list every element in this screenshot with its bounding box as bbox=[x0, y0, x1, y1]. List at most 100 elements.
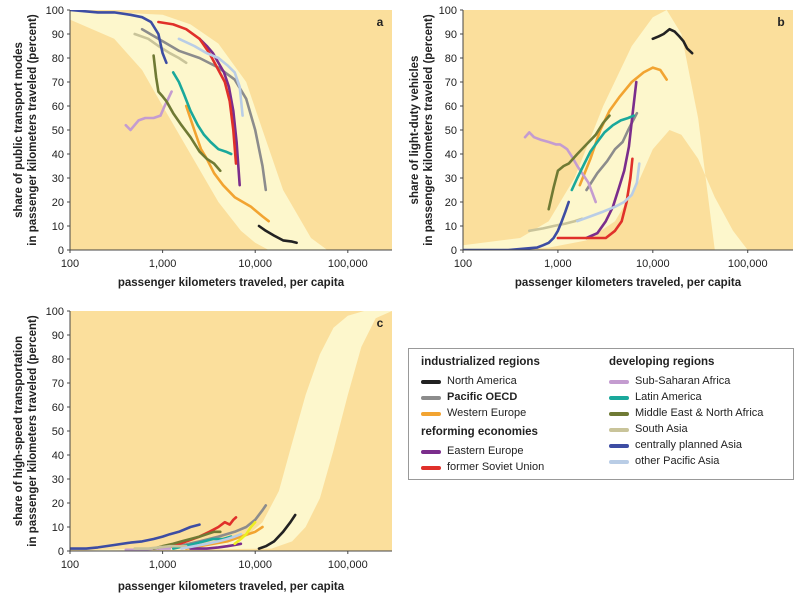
legend-label: North America bbox=[447, 375, 517, 387]
legend-label: Middle East & North Africa bbox=[635, 407, 764, 419]
legend-swatch bbox=[609, 411, 629, 416]
series-line-middle-east-north-africa bbox=[152, 54, 222, 173]
legend-heading-industrialized: industrialized regions bbox=[421, 356, 540, 368]
series-line-latin-america bbox=[171, 71, 233, 156]
y-tick-label: 30 bbox=[445, 173, 457, 185]
legend-label: former Soviet Union bbox=[447, 461, 545, 473]
legend-swatch bbox=[421, 449, 441, 454]
y-tick-label: 50 bbox=[52, 125, 64, 137]
legend-swatch bbox=[609, 379, 629, 384]
legend-item: Eastern Europe bbox=[421, 444, 544, 459]
y-tick-label: 20 bbox=[52, 498, 64, 510]
legend-label: Latin America bbox=[635, 391, 702, 403]
y-tick-label: 0 bbox=[58, 546, 64, 558]
envelope-band bbox=[70, 311, 392, 551]
y-tick-label: 100 bbox=[46, 5, 64, 17]
legend-item: centrally planned Asia bbox=[609, 438, 763, 453]
series-line-centrally-planned-asia bbox=[463, 200, 570, 250]
y-tick-label: 50 bbox=[445, 125, 457, 137]
series-line-middle-east-north-africa bbox=[547, 114, 611, 211]
series-line-eastern-europe bbox=[585, 80, 638, 240]
series-line-other-pacific-asia bbox=[177, 37, 244, 117]
y-tick-label: 10 bbox=[445, 221, 457, 233]
series-line-north-america bbox=[257, 513, 297, 550]
y-axis-label: in passenger kilometers traveled (percen… bbox=[423, 14, 435, 246]
y-tick-label: 20 bbox=[445, 197, 457, 209]
y-axis-label: in passenger kilometers traveled (percen… bbox=[27, 14, 39, 246]
series-line-eastern-europe bbox=[198, 37, 241, 187]
legend-item: Pacific OECD bbox=[421, 390, 544, 405]
y-tick-label: 70 bbox=[445, 77, 457, 89]
y-tick-label: 80 bbox=[445, 53, 457, 65]
legend-swatch bbox=[421, 395, 441, 400]
legend-label: Western Europe bbox=[447, 407, 527, 419]
y-tick-label: 90 bbox=[52, 330, 64, 342]
series-line-highlight bbox=[233, 520, 257, 546]
legend-swatch bbox=[609, 395, 629, 400]
legend: industrialized regions North America Pac… bbox=[408, 348, 794, 480]
chart-panel-b: 0 10 20 30 40 50 60 70 80 90 100 100 1,000 10,000 100,… bbox=[409, 5, 793, 289]
x-tick-label: 100 bbox=[454, 258, 472, 270]
y-tick-label: 100 bbox=[46, 306, 64, 318]
y-tick-label: 40 bbox=[445, 149, 457, 161]
y-tick-label: 20 bbox=[52, 197, 64, 209]
legend-item: South Asia bbox=[609, 422, 763, 437]
x-tick-label: 100 bbox=[61, 258, 79, 270]
legend-item: Western Europe bbox=[421, 406, 544, 421]
y-tick-label: 30 bbox=[52, 173, 64, 185]
x-axis-label: passenger kilometers traveled, per capit… bbox=[118, 581, 345, 593]
x-tick-label: 10,000 bbox=[238, 258, 272, 270]
y-tick-label: 10 bbox=[52, 221, 64, 233]
legend-label: Pacific OECD bbox=[447, 391, 518, 403]
y-tick-label: 90 bbox=[52, 29, 64, 41]
y-tick-label: 60 bbox=[445, 101, 457, 113]
series-line-former-soviet-union bbox=[157, 20, 238, 165]
legend-swatch bbox=[421, 411, 441, 416]
legend-swatch bbox=[421, 465, 441, 470]
y-tick-label: 80 bbox=[52, 354, 64, 366]
series-line-other-pacific-asia bbox=[576, 162, 641, 223]
y-tick-label: 0 bbox=[451, 245, 457, 257]
legend-column-left: industrialized regions North America Pac… bbox=[421, 355, 544, 476]
series-line-north-america bbox=[651, 27, 694, 55]
series-line-pacific-oecd bbox=[140, 27, 268, 192]
series-line-former-soviet-union bbox=[157, 516, 238, 550]
y-tick-label: 80 bbox=[52, 53, 64, 65]
legend-label: Sub-Saharan Africa bbox=[635, 375, 731, 387]
y-tick-label: 100 bbox=[439, 5, 457, 17]
y-tick-label: 40 bbox=[52, 450, 64, 462]
y-axis-label: share of public transport modes bbox=[13, 42, 25, 218]
legend-column-right: developing regions Sub-Saharan Africa La… bbox=[609, 355, 763, 470]
series-line-other-pacific-asia bbox=[180, 532, 243, 550]
x-tick-label: 1,000 bbox=[149, 559, 177, 571]
y-tick-label: 10 bbox=[52, 522, 64, 534]
legend-swatch bbox=[609, 459, 629, 464]
y-tick-label: 70 bbox=[52, 77, 64, 89]
x-tick-label: 10,000 bbox=[636, 258, 670, 270]
x-axis-label: passenger kilometers traveled, per capit… bbox=[515, 277, 742, 289]
y-tick-label: 30 bbox=[52, 474, 64, 486]
legend-swatch bbox=[609, 443, 629, 448]
legend-label: South Asia bbox=[635, 423, 688, 435]
x-tick-label: 1,000 bbox=[149, 258, 177, 270]
y-tick-label: 40 bbox=[52, 149, 64, 161]
y-tick-label: 60 bbox=[52, 101, 64, 113]
y-tick-label: 0 bbox=[58, 245, 64, 257]
y-axis-label: share of high-speed transportation bbox=[13, 336, 25, 526]
series-line-centrally-planned-asia bbox=[70, 10, 168, 65]
legend-swatch bbox=[609, 427, 629, 432]
legend-heading-developing: developing regions bbox=[609, 356, 715, 368]
x-tick-label: 1,000 bbox=[544, 258, 572, 270]
envelope-band bbox=[70, 10, 328, 250]
series-line-south-asia bbox=[133, 544, 188, 550]
y-tick-label: 50 bbox=[52, 426, 64, 438]
y-axis-label: share of light-duty vehicles bbox=[409, 56, 421, 205]
y-tick-label: 70 bbox=[52, 378, 64, 390]
x-tick-label: 100,000 bbox=[328, 559, 368, 571]
legend-item: other Pacific Asia bbox=[609, 454, 763, 469]
series-line-eastern-europe bbox=[189, 542, 243, 550]
series-line-former-soviet-union bbox=[556, 157, 634, 240]
legend-heading-reforming: reforming economies bbox=[421, 426, 538, 438]
panel-letter: c bbox=[377, 316, 384, 330]
